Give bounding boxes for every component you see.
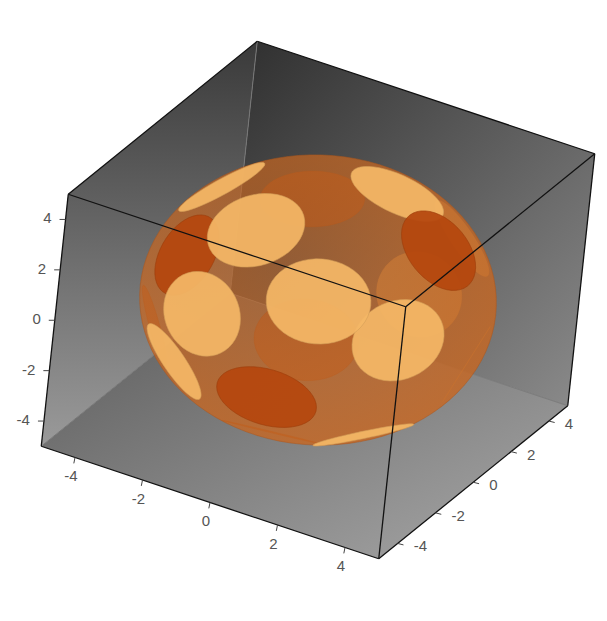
tick	[344, 548, 345, 554]
tick-label: 2	[38, 260, 46, 277]
tick-label: 4	[337, 557, 345, 574]
patch	[164, 271, 241, 356]
tick	[54, 269, 60, 270]
tick	[473, 482, 479, 483]
tick-label: -4	[17, 411, 30, 428]
box-edge	[406, 154, 595, 307]
box-edge	[68, 41, 257, 194]
chart: -4 -2 0 2 4 -4 -2 0 2 4 -4 -2 0 2 4	[0, 0, 607, 621]
tick	[43, 370, 49, 371]
front-edges	[41, 41, 595, 559]
tick	[511, 452, 517, 453]
back-edges	[41, 41, 568, 446]
patch	[207, 193, 304, 267]
tick	[549, 421, 555, 422]
box-edge	[379, 307, 406, 559]
tick-label: 0	[202, 512, 210, 529]
tick	[38, 421, 44, 422]
tick-label: -4	[414, 537, 427, 554]
tick	[60, 219, 66, 220]
box-edge	[379, 406, 568, 559]
tick-label: 0	[32, 310, 40, 327]
tick	[276, 525, 277, 531]
patch	[266, 259, 371, 344]
tick	[398, 543, 404, 544]
z-axis: -4 -2 0 2 4	[17, 209, 66, 428]
tick-label: -2	[451, 507, 464, 524]
tick	[141, 480, 142, 486]
tick-label: 0	[489, 476, 497, 493]
tick	[435, 513, 441, 514]
x-axis: -4 -2 0 2 4	[64, 458, 345, 575]
box-edge	[68, 194, 406, 307]
sphere	[140, 155, 497, 445]
tick-label: -2	[132, 490, 145, 507]
patch	[217, 367, 317, 428]
tick	[74, 458, 75, 464]
tick-label: 2	[269, 535, 277, 552]
tick-label: -2	[22, 361, 35, 378]
tick-label: -4	[64, 467, 77, 484]
tick-label: 4	[43, 209, 51, 226]
box-edge	[41, 194, 68, 446]
y-axis: -4 -2 0 2 4	[398, 415, 574, 554]
box-edge	[257, 41, 595, 154]
tick	[49, 320, 55, 321]
box-edge	[568, 154, 595, 406]
tick-label: 4	[565, 415, 573, 432]
plot-area	[140, 155, 497, 446]
front-patches	[147, 162, 476, 446]
walls	[41, 41, 595, 559]
tick	[209, 503, 210, 509]
patch	[402, 211, 476, 291]
tick-label: 2	[527, 446, 535, 463]
patch	[313, 424, 414, 446]
box-edge	[41, 446, 379, 559]
